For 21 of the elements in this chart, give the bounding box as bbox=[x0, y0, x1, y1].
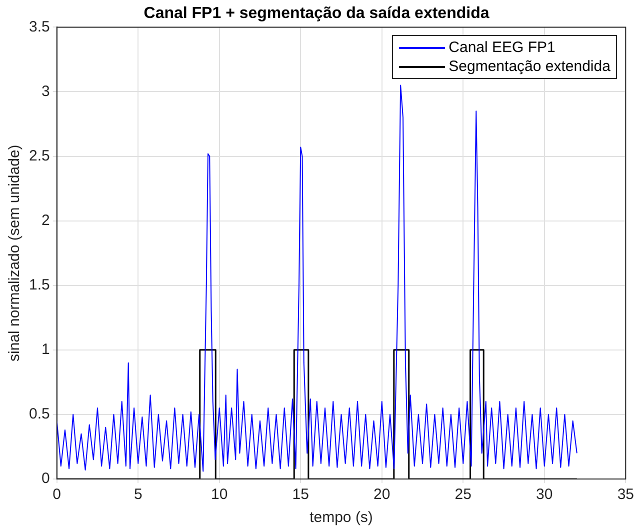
y-tick-label: 2.5 bbox=[28, 147, 50, 164]
x-tick-label: 15 bbox=[292, 486, 309, 504]
x-axis-title: tempo (s) bbox=[310, 509, 373, 526]
y-tick-label: 3.5 bbox=[28, 18, 50, 36]
x-tick-label: 0 bbox=[52, 486, 62, 504]
x-tick-label: 25 bbox=[454, 486, 472, 504]
legend-label: Segmentação extendida bbox=[448, 57, 610, 76]
x-tick-label: 35 bbox=[617, 486, 634, 504]
x-tick-label: 20 bbox=[374, 486, 390, 504]
x-tick-label: 10 bbox=[211, 486, 228, 504]
y-tick-label: 1 bbox=[42, 341, 50, 358]
y-tick-label: 1.5 bbox=[28, 276, 50, 294]
chart-title: Canal FP1 + segmentação da saída extendida bbox=[144, 5, 490, 22]
y-tick-label: 0 bbox=[42, 470, 50, 488]
y-tick-label: 3 bbox=[42, 82, 50, 100]
y-tick-label: 0.5 bbox=[28, 406, 50, 423]
x-tick-label: 5 bbox=[134, 486, 142, 504]
y-axis-title: sinal normalizado (sem unidade) bbox=[6, 144, 24, 362]
legend-label: Canal EEG FP1 bbox=[448, 38, 556, 58]
x-tick-label: 30 bbox=[536, 486, 553, 504]
y-tick-label: 2 bbox=[42, 212, 50, 229]
